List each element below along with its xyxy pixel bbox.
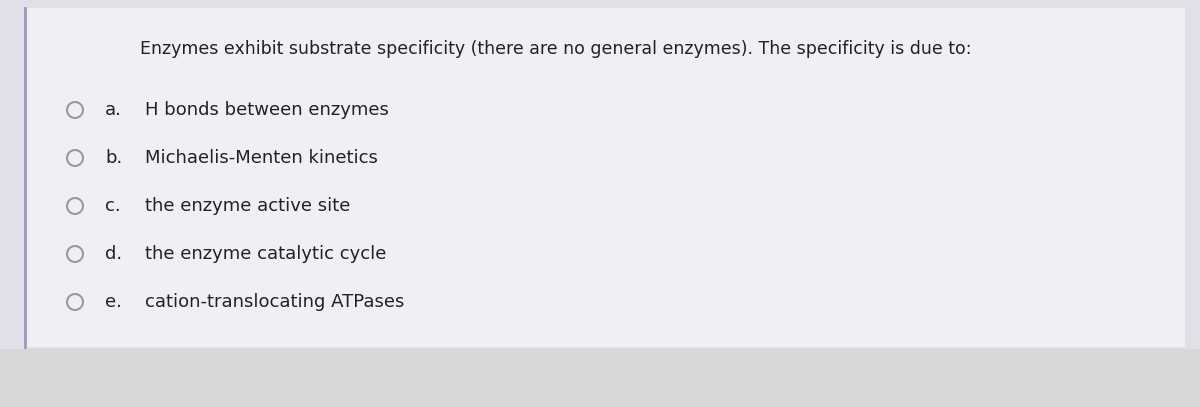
Text: Enzymes exhibit substrate specificity (there are no general enzymes). The specif: Enzymes exhibit substrate specificity (t… — [140, 40, 972, 58]
Text: d.: d. — [106, 245, 122, 263]
FancyBboxPatch shape — [25, 8, 1186, 347]
Text: a.: a. — [106, 101, 122, 119]
Text: b.: b. — [106, 149, 122, 167]
Text: Michaelis-Menten kinetics: Michaelis-Menten kinetics — [145, 149, 378, 167]
Text: the enzyme catalytic cycle: the enzyme catalytic cycle — [145, 245, 386, 263]
Text: H bonds between enzymes: H bonds between enzymes — [145, 101, 389, 119]
Text: c.: c. — [106, 197, 121, 215]
FancyBboxPatch shape — [0, 349, 1200, 407]
Text: cation-translocating ATPases: cation-translocating ATPases — [145, 293, 404, 311]
Text: e.: e. — [106, 293, 122, 311]
Text: the enzyme active site: the enzyme active site — [145, 197, 350, 215]
